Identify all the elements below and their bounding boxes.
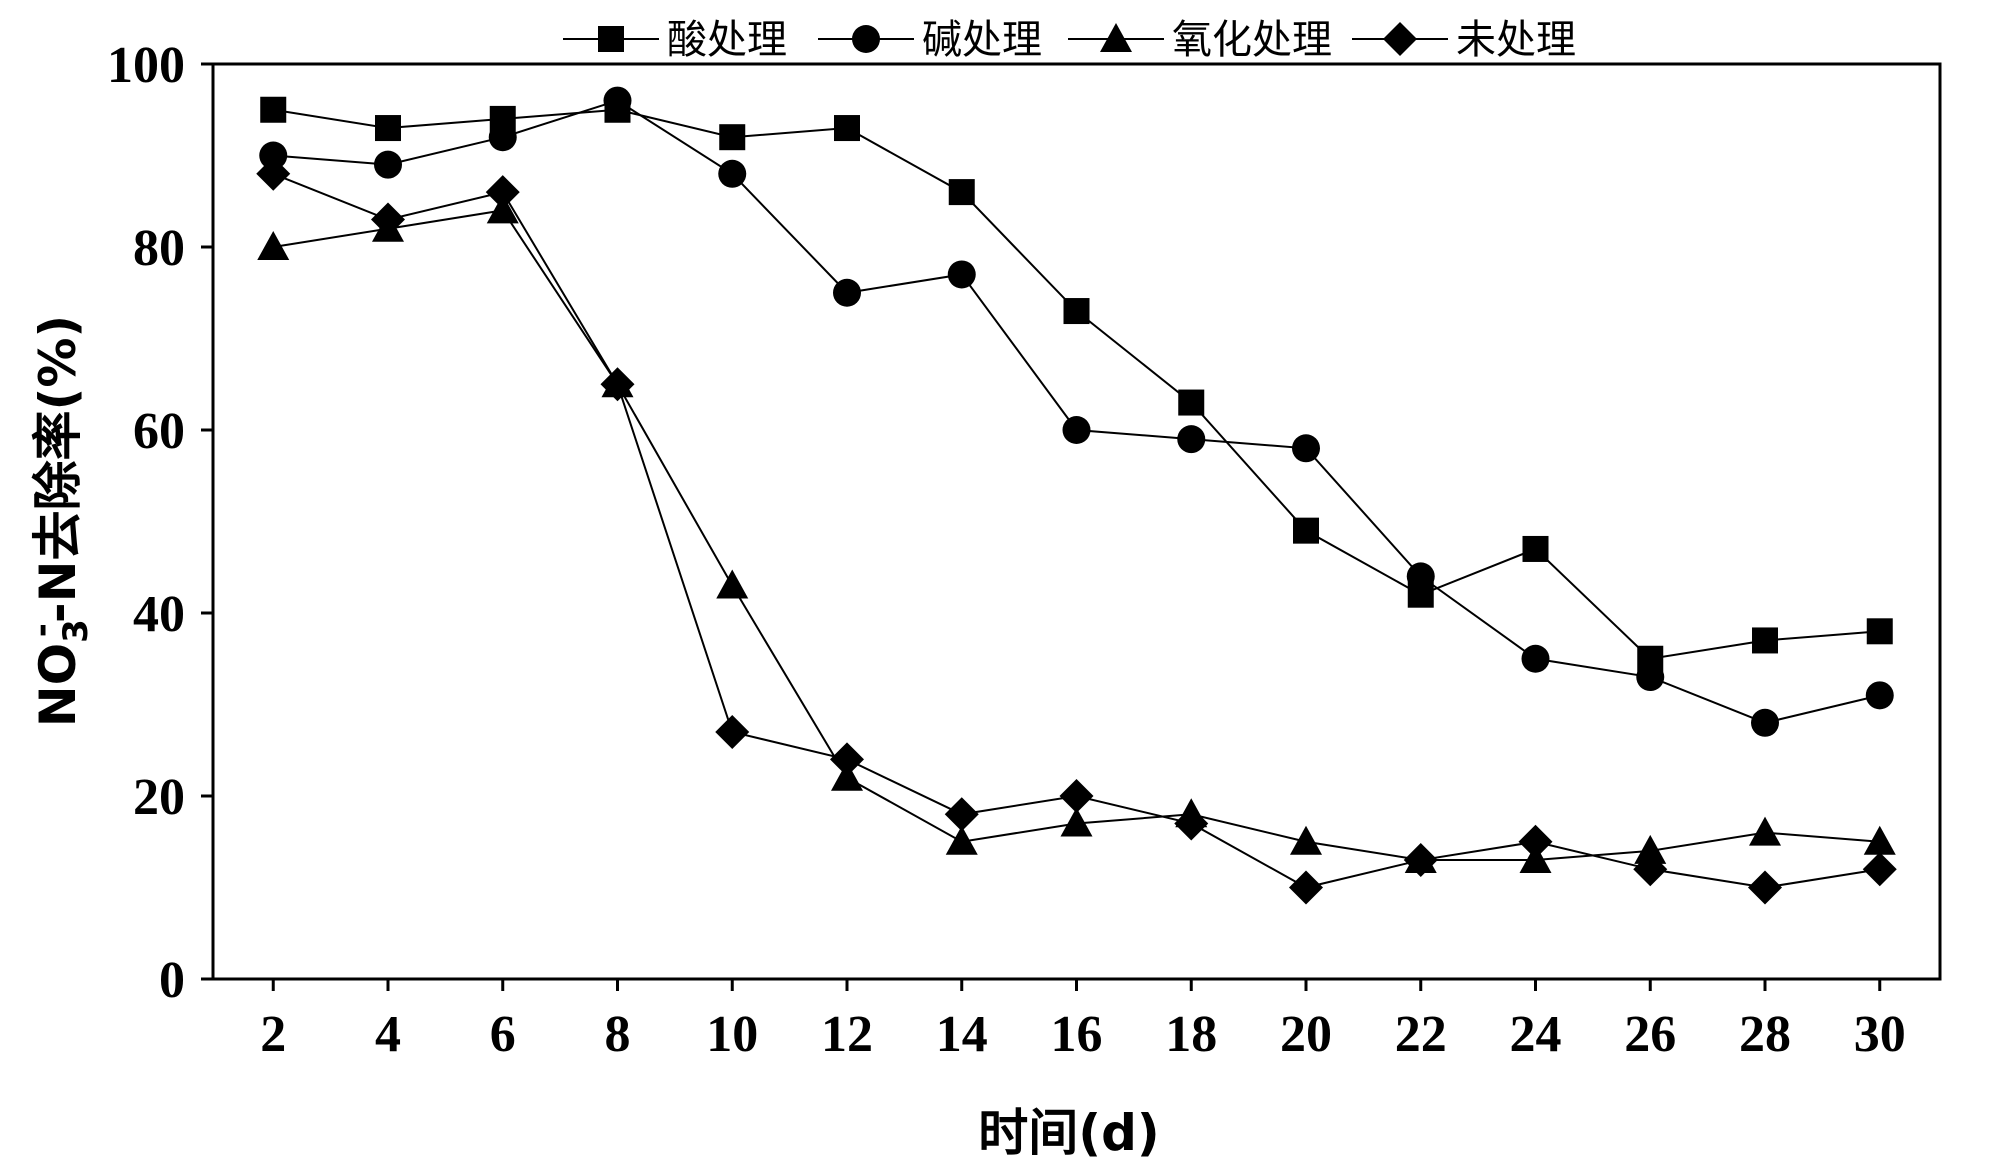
data-point [1063, 298, 1090, 325]
data-point [374, 115, 401, 142]
data-point [944, 797, 979, 832]
x-tick-label: 24 [1510, 1006, 1562, 1063]
series-circle [259, 86, 1894, 737]
x-tick-label: 16 [1051, 1006, 1103, 1063]
data-point [260, 96, 287, 123]
data-point [1292, 434, 1321, 463]
legend-label: 未处理 [1456, 17, 1576, 63]
x-tick-label: 2 [260, 1006, 286, 1063]
data-point [1293, 517, 1320, 544]
x-axis: 2 4 6 8 10 12 14 16 18 20 22 24 26 28 30 [260, 979, 1906, 1063]
data-point [1177, 425, 1206, 454]
data-point [257, 231, 290, 260]
x-tick-label: 10 [706, 1006, 758, 1063]
legend-label: 氧化处理 [1172, 17, 1332, 63]
legend-label: 碱处理 [922, 17, 1042, 63]
y-tick-label: 20 [133, 769, 185, 826]
data-point [485, 175, 520, 210]
data-point [1518, 824, 1553, 859]
data-point [1862, 852, 1897, 887]
y-tick-label: 60 [133, 403, 185, 460]
x-tick-label: 18 [1165, 1006, 1217, 1063]
plot-frame [211, 62, 1942, 981]
x-tick-label: 26 [1624, 1006, 1676, 1063]
legend-marker [598, 26, 624, 52]
legend-marker [1383, 22, 1417, 56]
data-point [1748, 870, 1783, 905]
data-point [1634, 834, 1667, 864]
y-axis-title-prefix: NO [29, 643, 87, 727]
data-point [1060, 807, 1093, 837]
y-tick-label: 100 [107, 37, 185, 94]
data-point [1751, 708, 1780, 737]
series-diamond [256, 156, 1897, 905]
data-point [1749, 816, 1782, 846]
data-point [1403, 843, 1438, 878]
data-point [256, 156, 291, 191]
data-point [829, 742, 864, 777]
data-point [1406, 562, 1435, 591]
data-point [833, 115, 860, 142]
series-square [260, 96, 1893, 672]
data-point [603, 86, 632, 115]
y-tick-label: 0 [159, 952, 185, 1009]
legend-label: 酸处理 [667, 17, 787, 63]
data-point [1633, 852, 1668, 887]
data-point [1059, 779, 1094, 813]
data-point [948, 179, 975, 206]
legend-item: 氧化处理 [1068, 17, 1332, 63]
series-layer [256, 86, 1897, 905]
y-tick-label: 80 [133, 220, 185, 277]
y-axis-title: NO3--N去除率(%) [22, 315, 96, 728]
data-point [715, 714, 750, 749]
data-point [1289, 870, 1324, 905]
y-axis-title-subscript: 3 [56, 619, 96, 643]
legend-marker [852, 25, 880, 53]
series-triangle [257, 194, 1896, 874]
data-point [1174, 806, 1209, 841]
legend-marker [1100, 23, 1132, 52]
data-point [1863, 825, 1896, 855]
legend-item: 碱处理 [818, 17, 1042, 63]
y-axis-title-superscript: - [22, 623, 62, 637]
data-point [1866, 618, 1893, 645]
data-point [716, 569, 749, 599]
legend-item: 未处理 [1352, 17, 1576, 63]
data-point [600, 367, 635, 402]
y-tick-label: 40 [133, 586, 185, 643]
data-point [945, 825, 978, 855]
legend-item: 酸处理 [563, 17, 787, 63]
data-point [832, 278, 861, 307]
data-point [373, 150, 402, 179]
data-point [1062, 416, 1091, 444]
x-tick-label: 14 [936, 1006, 988, 1063]
data-point [259, 141, 288, 170]
data-point [1865, 681, 1894, 710]
data-point [1636, 663, 1665, 692]
x-axis-title: 时间(d) [978, 1104, 1160, 1162]
x-tick-label: 6 [490, 1006, 516, 1063]
data-point [1290, 825, 1323, 855]
data-point [947, 260, 976, 289]
data-point [1522, 535, 1549, 562]
legend: 酸处理 碱处理 氧化处理 未处理 [563, 17, 1576, 63]
x-tick-label: 12 [821, 1006, 873, 1063]
data-point [719, 124, 746, 151]
x-tick-label: 22 [1395, 1006, 1447, 1063]
x-tick-label: 20 [1280, 1006, 1332, 1063]
x-tick-label: 30 [1854, 1006, 1906, 1063]
data-point [1178, 389, 1205, 416]
data-point [1521, 644, 1550, 673]
x-tick-label: 8 [604, 1006, 630, 1063]
y-axis: 0 20 40 60 80 100 [107, 37, 213, 1009]
x-tick-label: 28 [1739, 1006, 1791, 1063]
data-point [718, 159, 747, 188]
data-point [1752, 627, 1779, 654]
data-point [488, 123, 517, 152]
y-axis-title-suffix: -N去除率(%) [29, 315, 87, 623]
data-point [370, 202, 405, 237]
x-tick-label: 4 [375, 1006, 401, 1063]
